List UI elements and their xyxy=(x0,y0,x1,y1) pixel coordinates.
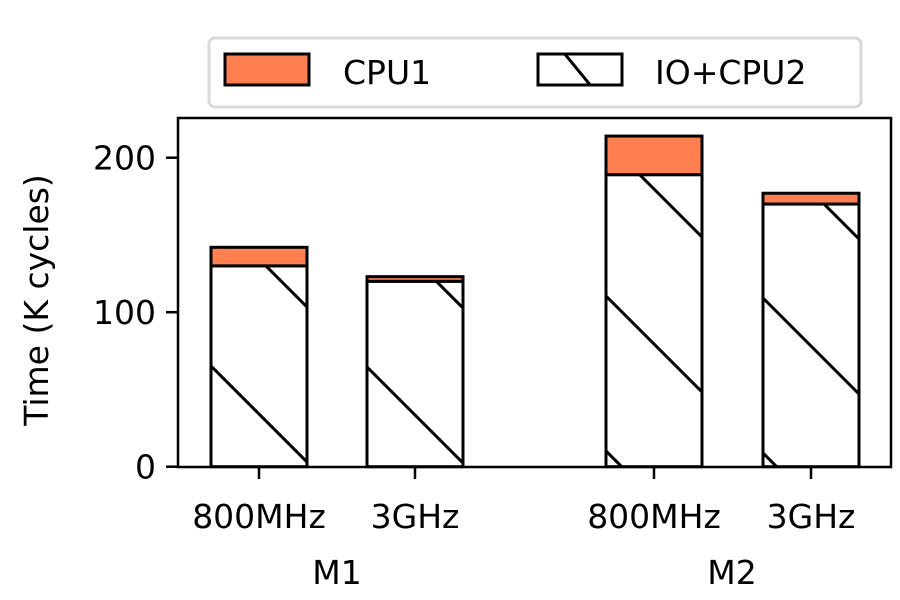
x-tick-label: 3GHz xyxy=(767,497,856,536)
legend: CPU1 IO+CPU2 xyxy=(207,36,863,109)
legend-swatch-cpu1 xyxy=(223,52,311,87)
legend-label-cpu1: CPU1 xyxy=(343,53,431,92)
group-label: M2 xyxy=(707,553,756,592)
y-axis: 0 100 200 xyxy=(93,139,178,487)
y-tick-label: 100 xyxy=(93,293,156,332)
bar-io-cpu2 xyxy=(604,173,704,469)
legend-label-io-cpu2: IO+CPU2 xyxy=(655,53,806,92)
legend-frame xyxy=(207,36,863,109)
legend-swatch-io-cpu2 xyxy=(536,52,624,87)
bars-group xyxy=(209,134,861,469)
x-tick-label: 3GHz xyxy=(371,497,460,536)
x-tick-label: 800MHz xyxy=(587,497,721,536)
bar-cpu1 xyxy=(365,275,465,283)
y-axis-label: Time (K cycles) xyxy=(17,174,56,427)
x-tick-label: 800MHz xyxy=(192,497,326,536)
bar-cpu1 xyxy=(209,245,309,268)
x-axis: 800MHz 3GHz 800MHz 3GHz M1 M2 xyxy=(192,467,855,592)
bar-io-cpu2 xyxy=(761,202,861,469)
bar-io-cpu2 xyxy=(209,264,309,469)
y-tick-label: 0 xyxy=(135,448,156,487)
bar-io-cpu2 xyxy=(365,279,465,469)
y-tick-label: 200 xyxy=(93,139,156,178)
group-label: M1 xyxy=(312,553,361,592)
bar-cpu1 xyxy=(604,134,704,177)
plot-frame xyxy=(176,116,893,469)
bar-cpu1 xyxy=(761,191,861,206)
